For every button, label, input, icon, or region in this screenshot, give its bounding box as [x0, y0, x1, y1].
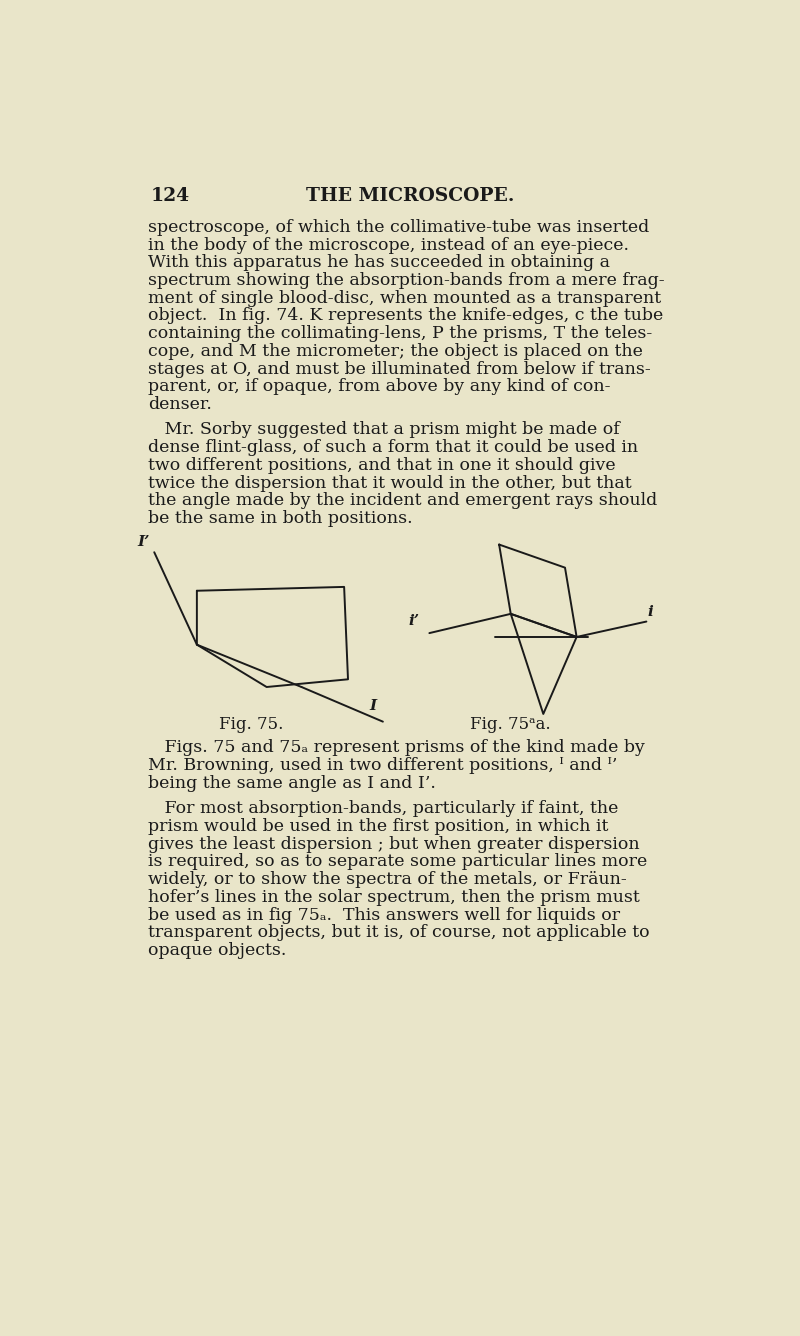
Text: Fig. 75.: Fig. 75. — [219, 716, 283, 733]
Text: Mr. Browning, used in two different positions, ᴵ and ᴵ’: Mr. Browning, used in two different posi… — [148, 758, 618, 774]
Text: object.  In fig. 74. K represents the knife-edges, c the tube: object. In fig. 74. K represents the kni… — [148, 307, 663, 325]
Text: For most absorption-bands, particularly if faint, the: For most absorption-bands, particularly … — [148, 800, 618, 818]
Text: opaque objects.: opaque objects. — [148, 942, 286, 959]
Text: be the same in both positions.: be the same in both positions. — [148, 510, 413, 526]
Text: spectroscope, of which the collimative-tube was inserted: spectroscope, of which the collimative-t… — [148, 219, 650, 236]
Text: containing the collimating-lens, P the prisms, T the teles-: containing the collimating-lens, P the p… — [148, 325, 652, 342]
Text: being the same angle as I and I’.: being the same angle as I and I’. — [148, 775, 436, 792]
Text: two different positions, and that in one it should give: two different positions, and that in one… — [148, 457, 616, 474]
Text: Figs. 75 and 75ₐ represent prisms of the kind made by: Figs. 75 and 75ₐ represent prisms of the… — [148, 739, 645, 756]
Text: dense flint-glass, of such a form that it could be used in: dense flint-glass, of such a form that i… — [148, 440, 638, 456]
Text: twice the dispersion that it would in the other, but that: twice the dispersion that it would in th… — [148, 474, 632, 492]
Text: transparent objects, but it is, of course, not applicable to: transparent objects, but it is, of cours… — [148, 925, 650, 942]
Text: Fig. 75ᵃa.: Fig. 75ᵃa. — [470, 716, 551, 733]
Text: ment of single blood-disc, when mounted as a transparent: ment of single blood-disc, when mounted … — [148, 290, 661, 307]
Text: i’: i’ — [409, 615, 419, 628]
Text: is required, so as to separate some particular lines more: is required, so as to separate some part… — [148, 854, 647, 871]
Text: in the body of the microscope, instead of an eye-piece.: in the body of the microscope, instead o… — [148, 236, 629, 254]
Text: prism would be used in the first position, in which it: prism would be used in the first positio… — [148, 818, 609, 835]
Text: cope, and M the micrometer; the object is placed on the: cope, and M the micrometer; the object i… — [148, 343, 643, 359]
Text: i: i — [648, 605, 654, 619]
Text: 124: 124 — [150, 187, 190, 206]
Text: widely, or to show the spectra of the metals, or Fräun-: widely, or to show the spectra of the me… — [148, 871, 627, 888]
Text: gives the least dispersion ; but when greater dispersion: gives the least dispersion ; but when gr… — [148, 836, 640, 852]
Text: Mr. Sorby suggested that a prism might be made of: Mr. Sorby suggested that a prism might b… — [148, 421, 620, 438]
Text: With this apparatus he has succeeded in obtaining a: With this apparatus he has succeeded in … — [148, 254, 610, 271]
Text: denser.: denser. — [148, 395, 212, 413]
Text: be used as in fig 75ₐ.  This answers well for liquids or: be used as in fig 75ₐ. This answers well… — [148, 907, 620, 923]
Text: THE MICROSCOPE.: THE MICROSCOPE. — [306, 187, 514, 206]
Text: hofer’s lines in the solar spectrum, then the prism must: hofer’s lines in the solar spectrum, the… — [148, 888, 640, 906]
Text: stages at O, and must be illuminated from below if trans-: stages at O, and must be illuminated fro… — [148, 361, 651, 378]
Text: I: I — [370, 699, 377, 713]
Text: I’: I’ — [138, 536, 150, 549]
Text: spectrum showing the absorption-bands from a mere frag-: spectrum showing the absorption-bands fr… — [148, 273, 665, 289]
Text: the angle made by the incident and emergent rays should: the angle made by the incident and emerg… — [148, 492, 658, 509]
Text: parent, or, if opaque, from above by any kind of con-: parent, or, if opaque, from above by any… — [148, 378, 610, 395]
